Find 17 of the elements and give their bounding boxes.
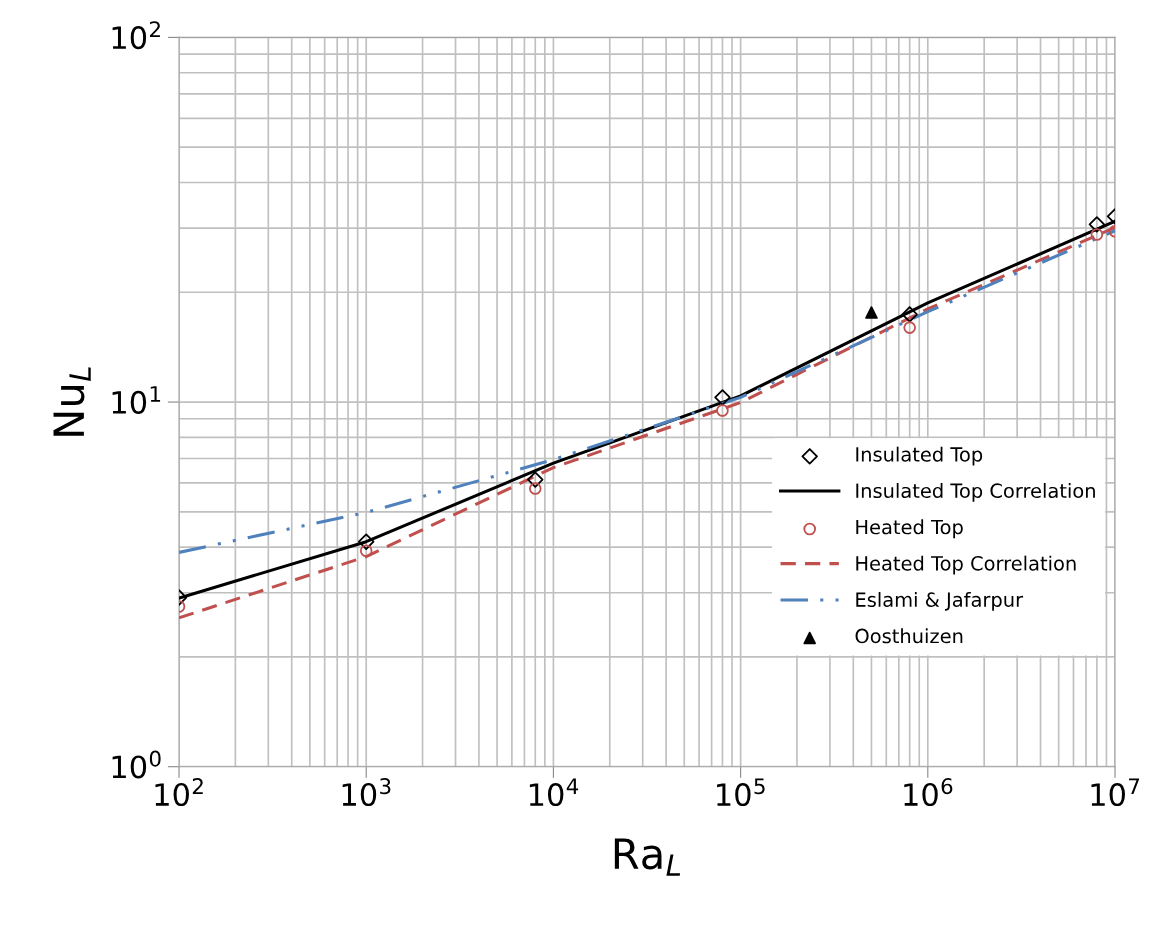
x-tick-label: 10$^{3}$ xyxy=(342,778,391,807)
y-axis-title: Nu$_{L}$ xyxy=(53,367,91,436)
y-tick-label: 10$^{0}$ xyxy=(112,750,161,779)
x-tick-label: 10$^{4}$ xyxy=(529,778,579,807)
legend-label: Oosthuizen xyxy=(855,628,963,644)
legend-label: Heated Top Correlation xyxy=(856,555,1076,575)
x-tick-label: 10$^{7}$ xyxy=(1091,778,1140,807)
legend-label: Heated Top xyxy=(856,519,963,539)
x-tick-label: 10$^{2}$ xyxy=(155,778,203,807)
y-tick-label: 10$^{1}$ xyxy=(112,386,161,414)
legend-label: Insulated Top xyxy=(856,446,983,466)
x-tick-label: 10$^{6}$ xyxy=(904,778,953,807)
y-tick-label: 10$^{2}$ xyxy=(112,21,160,50)
x-tick-label: 10$^{5}$ xyxy=(717,778,765,807)
legend-label: Insulated Top Correlation xyxy=(856,483,1095,502)
x-axis-title: Ra$_{L}$ xyxy=(614,838,681,876)
legend-label: Eslami & Jafarpur xyxy=(856,591,1024,611)
